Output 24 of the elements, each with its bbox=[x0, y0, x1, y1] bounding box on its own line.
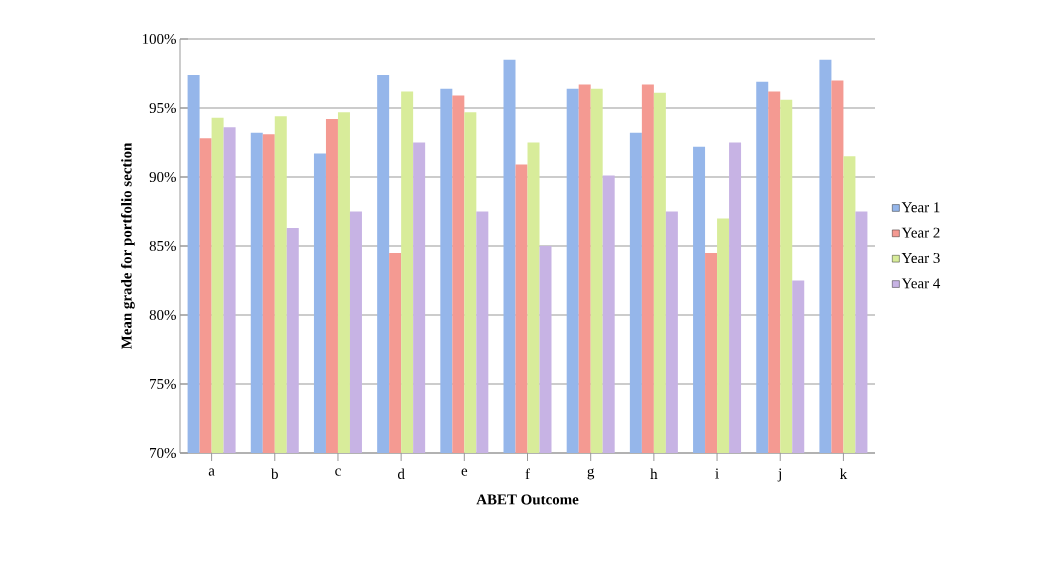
legend-label: Year 1 bbox=[901, 202, 940, 213]
x-axis-title: ABET Outcome bbox=[476, 494, 579, 505]
legend-label: Year 4 bbox=[901, 278, 941, 289]
x-tick-label: e bbox=[461, 468, 468, 476]
x-tick-label: c bbox=[335, 468, 341, 476]
y-tick-label: 100% bbox=[142, 33, 176, 45]
x-tick-label: d bbox=[397, 468, 405, 480]
y-tick-label: 90% bbox=[149, 171, 176, 183]
x-tick-label: k bbox=[839, 468, 848, 479]
x-tick-label: j bbox=[777, 468, 782, 482]
x-tick-label: i bbox=[715, 468, 719, 479]
x-tick-label: f bbox=[525, 468, 530, 480]
y-tick-label: 80% bbox=[149, 309, 176, 321]
y-tick-label: 75% bbox=[150, 378, 176, 390]
x-tick-label: a bbox=[208, 468, 215, 476]
legend-label: Year 3 bbox=[901, 253, 940, 264]
y-axis-title: Mean grade for portfolio section bbox=[120, 142, 135, 350]
y-tick-label: 70% bbox=[150, 447, 176, 459]
y-tick-label: 95% bbox=[149, 102, 176, 114]
y-tick-label: 85% bbox=[149, 240, 176, 252]
x-tick-label: g bbox=[587, 468, 595, 480]
legend-label: Year 2 bbox=[901, 227, 940, 238]
x-tick-label: h bbox=[650, 468, 658, 479]
x-tick-label: b bbox=[271, 468, 278, 480]
